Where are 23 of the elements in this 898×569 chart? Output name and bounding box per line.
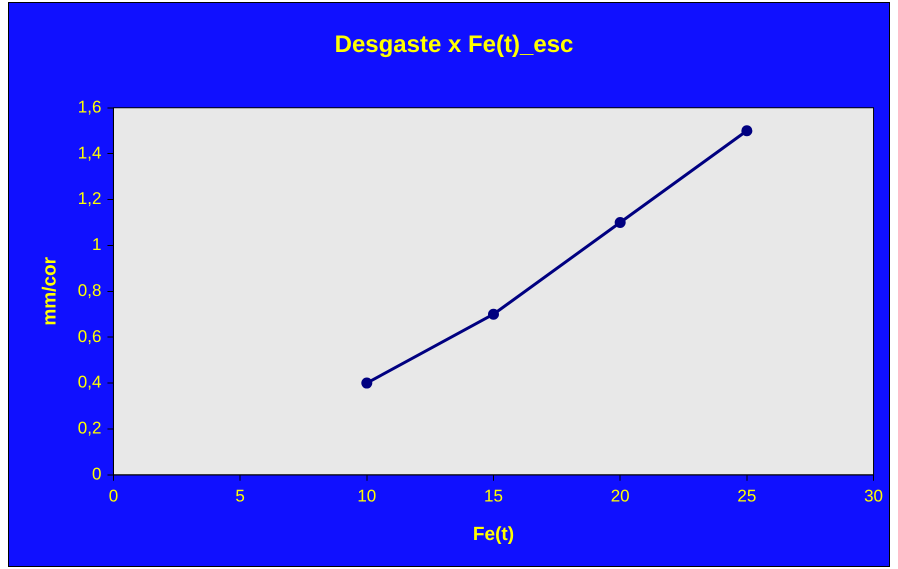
y-tick-label: 0 <box>92 464 102 484</box>
y-tick-label: 0,6 <box>78 326 102 346</box>
x-tick-label: 15 <box>484 486 503 506</box>
y-tick-label: 1,6 <box>78 97 102 116</box>
x-tick-label: 25 <box>737 486 756 506</box>
x-tick-label: 20 <box>610 486 630 506</box>
x-tick-label: 5 <box>235 486 245 506</box>
y-tick-label: 0,2 <box>78 418 102 438</box>
x-tick-label: 10 <box>357 486 376 506</box>
x-tick-label: 0 <box>108 486 118 506</box>
y-tick-label: 0,4 <box>78 372 102 392</box>
chart-title: Desgaste x Fe(t)_esc <box>334 31 574 58</box>
point <box>361 378 372 389</box>
point <box>614 216 626 228</box>
point <box>741 125 752 136</box>
y-tick-label: 1,4 <box>78 143 102 162</box>
y-tick-label: 1,2 <box>78 189 102 208</box>
point <box>488 308 499 320</box>
y-axis-title: mm/cor <box>40 256 61 326</box>
x-axis-title: Fe(t) <box>472 524 514 545</box>
y-tick-label: 0,8 <box>78 280 102 300</box>
x-tick-label: 30 <box>864 486 884 506</box>
y-tick-label: 1 <box>92 235 102 254</box>
